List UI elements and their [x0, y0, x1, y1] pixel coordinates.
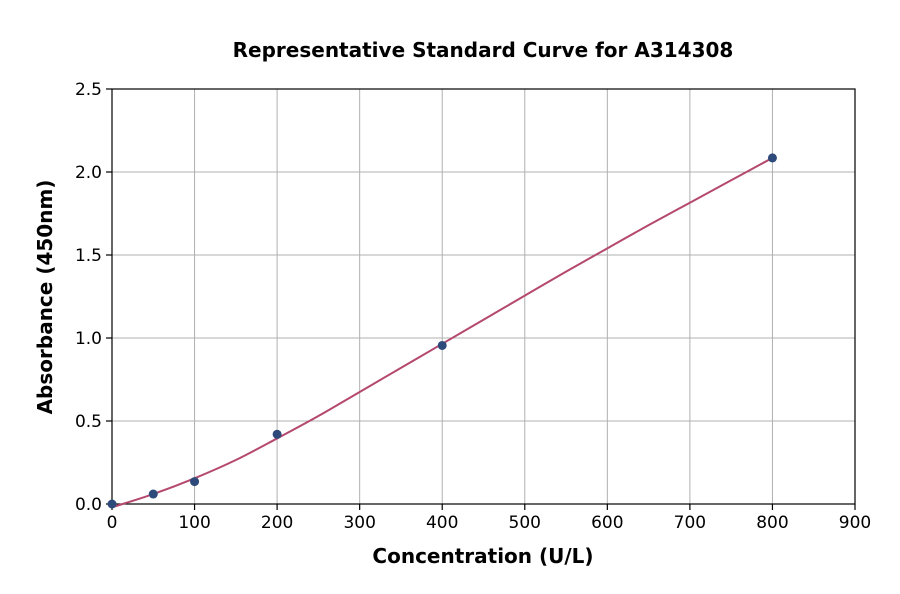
- x-tick-label: 500: [509, 513, 541, 533]
- y-tick-label: 1.0: [75, 329, 102, 349]
- x-axis-ticks: 0 100 200 300 400 500 600 700 800 900: [107, 504, 871, 533]
- x-tick-label: 700: [674, 513, 706, 533]
- y-axis-label: Absorbance (450nm): [33, 180, 57, 415]
- grid-layer: [111, 88, 856, 505]
- x-tick-label: 0: [107, 513, 118, 533]
- y-tick-label: 0.0: [75, 495, 102, 515]
- data-point: [767, 153, 777, 163]
- data-point: [107, 499, 117, 509]
- data-point: [148, 489, 158, 499]
- y-tick-label: 2.0: [75, 163, 102, 183]
- y-tick-label: 1.5: [75, 246, 102, 266]
- x-tick-label: 300: [343, 513, 375, 533]
- x-tick-label: 900: [839, 513, 871, 533]
- data-point: [437, 340, 447, 350]
- x-tick-label: 600: [591, 513, 623, 533]
- x-tick-label: 200: [261, 513, 293, 533]
- y-tick-label: 2.5: [75, 80, 102, 100]
- data-point: [272, 429, 282, 439]
- plot-frame: [111, 88, 856, 505]
- y-tick-label: 0.5: [75, 412, 102, 432]
- chart-title: Representative Standard Curve for A31430…: [233, 38, 734, 62]
- data-point: [190, 477, 200, 487]
- x-axis-label: Concentration (U/L): [372, 544, 593, 568]
- y-axis-ticks: 0.0 0.5 1.0 1.5 2.0 2.5: [75, 80, 112, 515]
- x-tick-label: 400: [426, 513, 458, 533]
- x-tick-label: 100: [178, 513, 210, 533]
- x-tick-label: 800: [756, 513, 788, 533]
- data-points: [107, 153, 777, 509]
